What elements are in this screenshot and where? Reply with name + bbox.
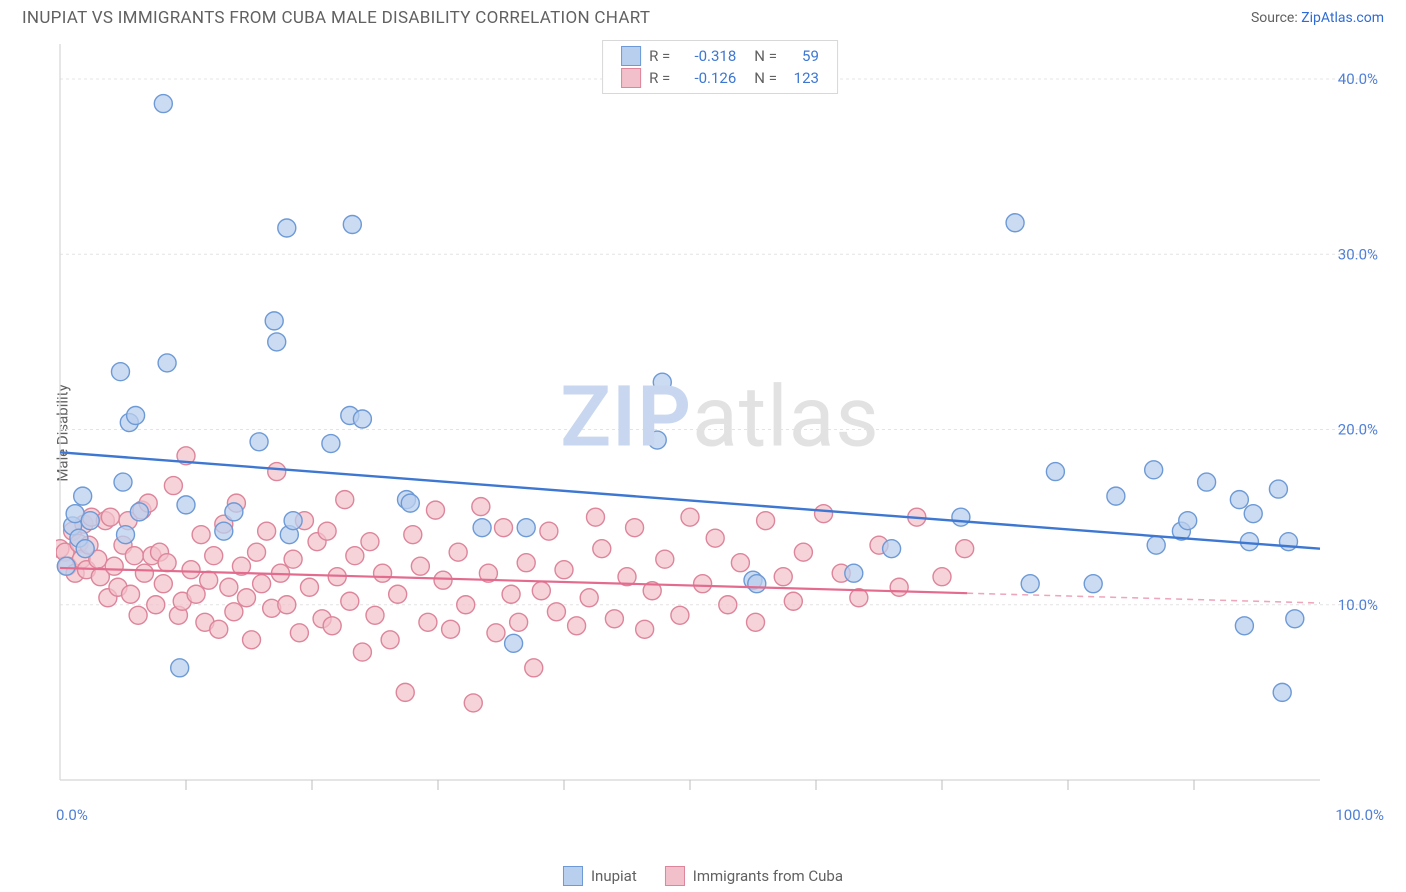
r-value-pink: -0.126 — [678, 67, 736, 89]
n-value-pink: 123 — [785, 67, 819, 89]
svg-text:10.0%: 10.0% — [1338, 596, 1378, 614]
legend-label-blue: Inupiat — [591, 867, 637, 885]
legend-label-pink: Immigrants from Cuba — [693, 867, 843, 885]
source: Source: ZipAtlas.com — [1251, 10, 1384, 26]
legend-row-blue: R = -0.318 N = 59 — [621, 45, 819, 67]
n-value-blue: 59 — [785, 45, 819, 67]
swatch-pink — [621, 68, 641, 88]
r-value-blue: -0.318 — [678, 45, 736, 67]
legend-row-pink: R = -0.126 N = 123 — [621, 67, 819, 89]
correlation-legend: R = -0.318 N = 59 R = -0.126 N = 123 — [602, 40, 838, 94]
source-prefix: Source: — [1251, 10, 1301, 26]
swatch-pink-icon — [665, 866, 685, 886]
scatter-svg: 10.0% 20.0% 30.0% 40.0% — [56, 38, 1384, 828]
swatch-blue — [621, 46, 641, 66]
svg-text:20.0%: 20.0% — [1338, 421, 1378, 439]
svg-text:30.0%: 30.0% — [1338, 245, 1378, 263]
series-legend: Inupiat Immigrants from Cuba — [563, 866, 843, 886]
source-link[interactable]: ZipAtlas.com — [1301, 10, 1384, 26]
chart-title: INUPIAT VS IMMIGRANTS FROM CUBA MALE DIS… — [22, 8, 650, 28]
legend-item-pink: Immigrants from Cuba — [665, 866, 843, 886]
chart: Male Disability 10.0%20.0%30.0%40.0% ZIP… — [18, 38, 1388, 828]
plot-area: 10.0%20.0%30.0%40.0% ZIPatlas R = -0.318… — [56, 38, 1384, 828]
swatch-blue-icon — [563, 866, 583, 886]
legend-item-blue: Inupiat — [563, 866, 637, 886]
svg-text:40.0%: 40.0% — [1338, 70, 1378, 88]
header: INUPIAT VS IMMIGRANTS FROM CUBA MALE DIS… — [0, 0, 1406, 34]
